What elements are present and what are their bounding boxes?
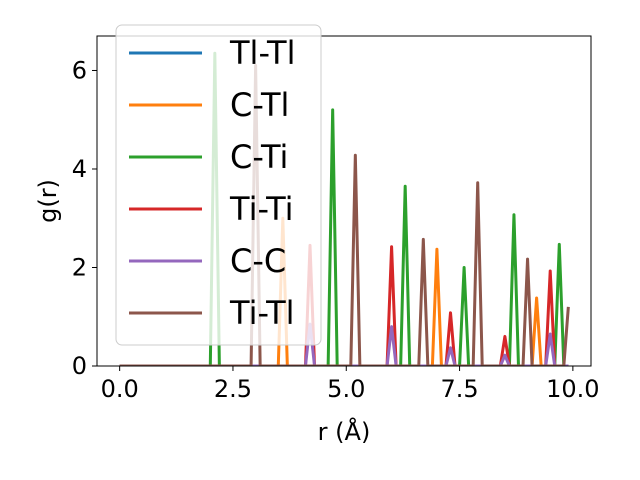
legend-label: C-Tl bbox=[230, 86, 289, 124]
x-ticks: 0.0 2.5 5.0 7.5 10.0 bbox=[101, 366, 600, 403]
legend-items: Tl-Tl C-Tl C-Ti Ti-Ti C-C Ti-Tl bbox=[129, 34, 295, 332]
y-axis-label: g(r) bbox=[34, 179, 62, 223]
y-tick-label: 6 bbox=[72, 56, 87, 84]
x-axis-label: r (Å) bbox=[318, 417, 371, 446]
series-line-ti-tl bbox=[119, 64, 570, 366]
x-tick-label: 0.0 bbox=[101, 375, 139, 403]
legend-label: Ti-Ti bbox=[229, 190, 294, 228]
y-tick-label: 4 bbox=[72, 155, 87, 183]
y-tick-label: 2 bbox=[72, 253, 87, 281]
legend: Tl-Tl C-Tl C-Ti Ti-Ti C-C Ti-Tl bbox=[115, 24, 322, 346]
x-tick-label: 5.0 bbox=[327, 375, 365, 403]
x-tick-label: 10.0 bbox=[546, 375, 599, 403]
x-tick-label: 2.5 bbox=[214, 375, 252, 403]
plot-lines bbox=[119, 51, 570, 366]
legend-label: C-C bbox=[230, 242, 286, 280]
legend-label: Tl-Tl bbox=[229, 34, 295, 72]
x-tick-label: 7.5 bbox=[440, 375, 478, 403]
y-ticks: 0 2 4 6 bbox=[72, 56, 97, 380]
axes-frame bbox=[96, 35, 592, 367]
legend-label: Ti-Tl bbox=[229, 294, 295, 332]
legend-label: C-Ti bbox=[230, 138, 288, 176]
y-tick-label: 0 bbox=[72, 352, 87, 380]
